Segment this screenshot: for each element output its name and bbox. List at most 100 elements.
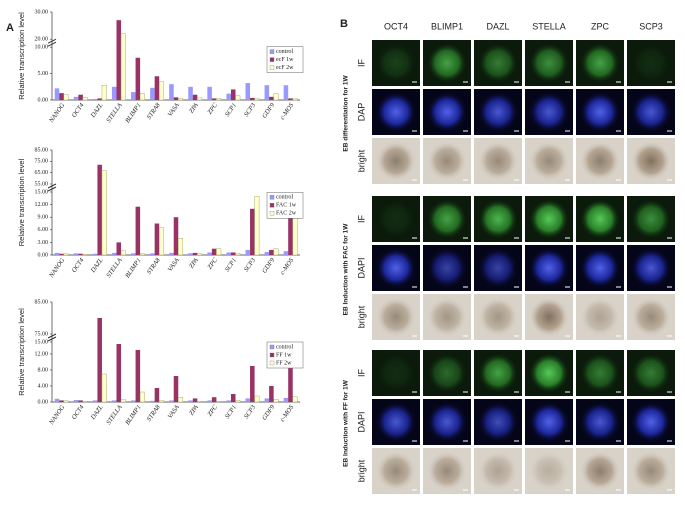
bar xyxy=(188,400,193,402)
cell-cluster xyxy=(477,352,519,394)
bar xyxy=(211,98,217,100)
y-tick-label: 12.00 xyxy=(35,202,49,208)
row-label: DAP xyxy=(356,103,366,122)
legend-label: ecF 2w xyxy=(276,65,294,71)
bar xyxy=(254,195,260,256)
bar xyxy=(230,252,236,255)
bar xyxy=(82,253,88,256)
y-axis-label: Relative transcription level xyxy=(17,158,26,246)
bar xyxy=(226,252,231,255)
y-tick-label: 30.00 xyxy=(35,9,49,15)
bar xyxy=(197,97,203,101)
cell-cluster xyxy=(630,91,672,133)
cell-cluster xyxy=(579,450,621,492)
column-header: DAZL xyxy=(486,21,509,31)
x-tick-label: ZPC xyxy=(206,403,219,417)
cell-cluster xyxy=(477,247,519,289)
bar xyxy=(207,400,212,402)
bar xyxy=(197,253,203,256)
x-tick-label: VASA xyxy=(167,257,181,273)
x-tick-label: VASA xyxy=(167,404,181,420)
bar xyxy=(73,400,79,402)
x-tick-label: c-MOS xyxy=(279,256,296,276)
x-tick-label: STELLA xyxy=(105,257,123,279)
cell-cluster xyxy=(375,296,417,338)
bar xyxy=(192,94,198,100)
legend-label: FF 2w xyxy=(276,360,292,366)
legend-label: FAC 2w xyxy=(276,211,297,217)
cell-cluster xyxy=(630,198,672,240)
row-label: bright xyxy=(356,149,366,172)
bar xyxy=(135,57,141,100)
cell-cluster xyxy=(528,247,570,289)
axis-break xyxy=(47,333,57,339)
bar xyxy=(97,98,102,100)
bar xyxy=(169,84,174,100)
x-tick-label: SCP1 xyxy=(224,257,238,273)
x-tick-label: SCP1 xyxy=(224,404,238,420)
bar xyxy=(150,400,155,402)
bar xyxy=(54,252,60,255)
x-tick-label: OCT4 xyxy=(71,403,86,421)
row-label: IF xyxy=(356,58,366,67)
cell-cluster xyxy=(375,140,417,182)
bar xyxy=(116,242,122,255)
x-tick-label: SCP1 xyxy=(224,102,238,118)
bar xyxy=(97,164,102,255)
bar xyxy=(173,217,179,255)
y-tick-label: 6.00 xyxy=(38,227,49,233)
legend-swatch xyxy=(269,344,275,350)
row-label: bright xyxy=(356,459,366,482)
legend-label: FF 1w xyxy=(276,352,292,358)
group-label: EB Induction with FAC for 1W xyxy=(343,223,350,316)
cell-cluster xyxy=(477,450,519,492)
x-tick-label: NANOG xyxy=(47,257,66,280)
y-tick-label: 85.00 xyxy=(35,147,49,153)
bar xyxy=(216,98,222,101)
bar xyxy=(173,376,179,402)
y-tick-label: 3.00 xyxy=(38,240,49,246)
cell-cluster xyxy=(426,450,468,492)
bar xyxy=(92,98,98,100)
bar xyxy=(54,398,60,402)
y-tick-label: 75.00 xyxy=(35,331,49,337)
x-tick-label: BLIMP1 xyxy=(124,404,143,426)
x-tick-label: NANOG xyxy=(47,102,66,125)
bar xyxy=(283,251,289,255)
row-label: bright xyxy=(356,305,366,328)
x-tick-label: SCP3 xyxy=(243,403,258,420)
bar xyxy=(158,400,164,403)
bar xyxy=(63,253,69,256)
bar xyxy=(245,83,251,100)
bar xyxy=(230,89,236,100)
cell-cluster xyxy=(630,296,672,338)
cell-cluster xyxy=(630,42,672,84)
legend-swatch xyxy=(269,203,275,208)
x-tick-label: STRA8 xyxy=(146,403,163,422)
legend-swatch xyxy=(269,195,275,200)
bar xyxy=(269,96,274,100)
bar xyxy=(82,97,88,101)
row-label: DAPI xyxy=(356,257,366,278)
bar xyxy=(254,98,260,101)
x-tick-label: VASA xyxy=(167,102,181,118)
bar xyxy=(120,33,126,101)
bar xyxy=(158,81,164,101)
x-tick-label: NANOG xyxy=(47,404,66,427)
legend-swatch xyxy=(269,211,275,216)
bar xyxy=(254,395,260,403)
bar xyxy=(235,253,241,256)
bar xyxy=(245,398,251,402)
x-tick-label: STRA8 xyxy=(146,101,163,120)
x-tick-label: ZPA xyxy=(188,257,200,270)
x-tick-label: ZPA xyxy=(188,102,200,115)
cell-cluster xyxy=(426,401,468,443)
bar xyxy=(120,250,126,256)
cell-cluster xyxy=(579,247,621,289)
bar xyxy=(101,170,107,256)
bar xyxy=(250,366,255,402)
bar xyxy=(288,98,293,100)
bar xyxy=(63,94,69,101)
cell-cluster xyxy=(375,450,417,492)
